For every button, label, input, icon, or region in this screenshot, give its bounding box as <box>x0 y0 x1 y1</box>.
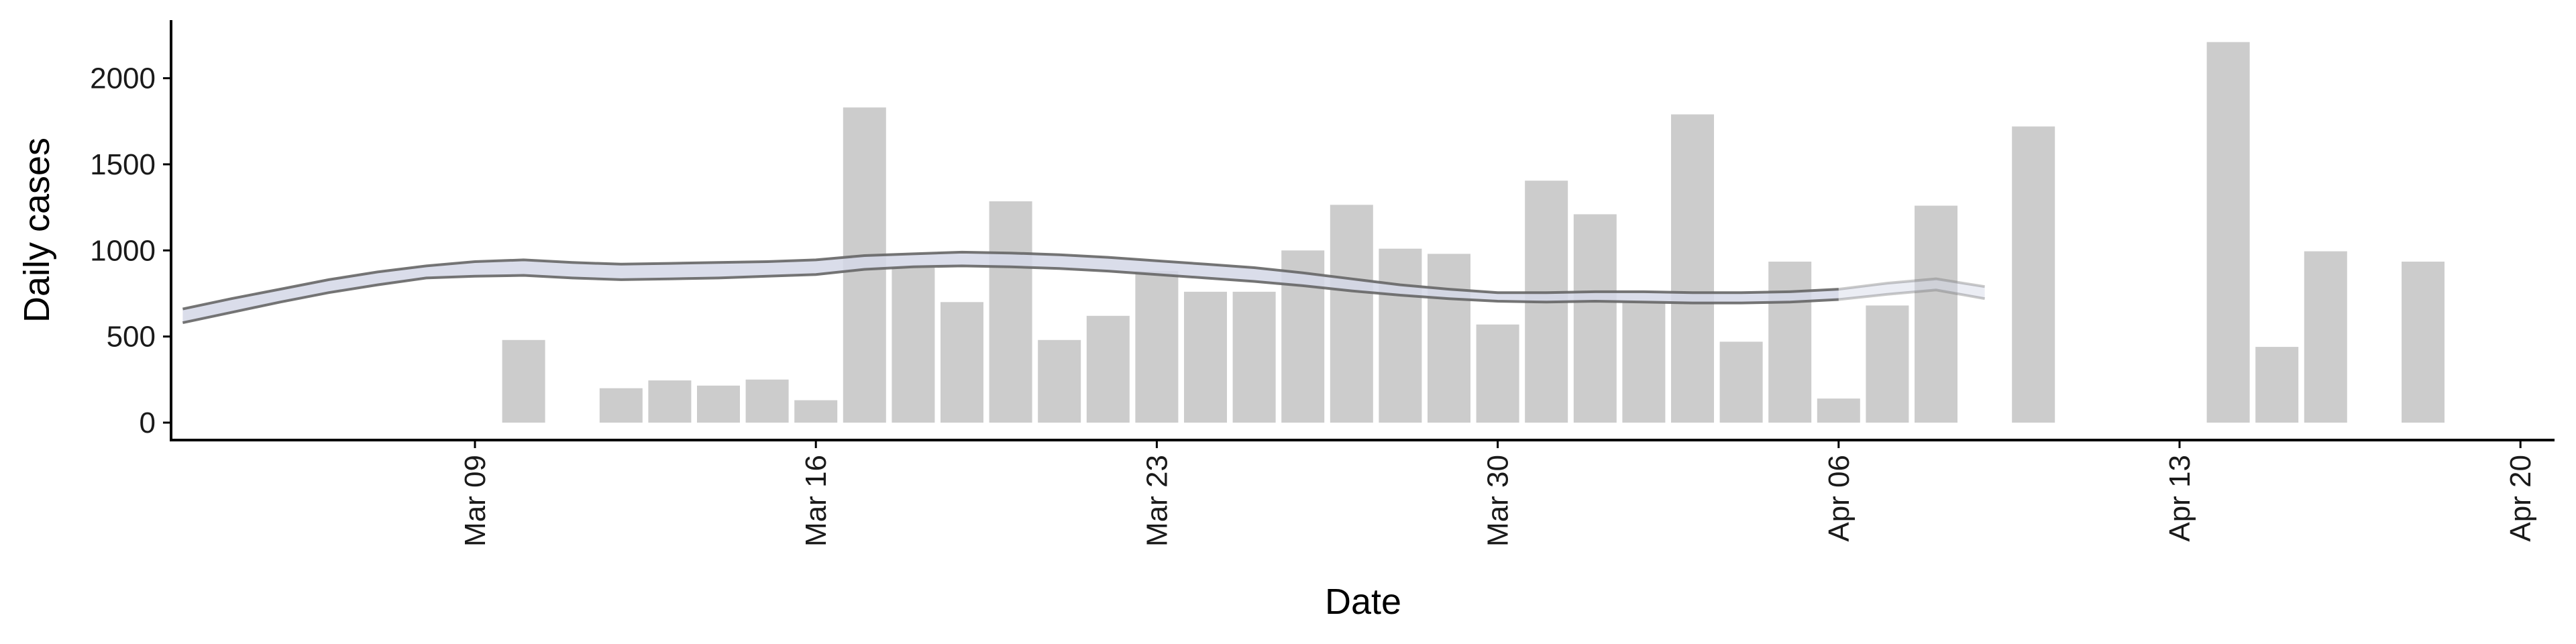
bar-2020-03-29 <box>1428 254 1470 423</box>
trend-lower-line-recent <box>1838 288 1985 301</box>
trend-upper-line <box>182 250 1839 311</box>
bar-2020-03-13 <box>648 380 692 423</box>
bar-2020-03-18 <box>892 268 935 423</box>
x-tick-label: Mar 09 <box>459 455 492 547</box>
bar-2020-04-14 <box>2206 42 2250 423</box>
bar-2020-04-04 <box>1719 341 1763 423</box>
bar-2020-04-06 <box>1817 398 1860 423</box>
y-tick-label: 1500 <box>90 148 156 181</box>
bar-2020-04-05 <box>1768 262 1812 423</box>
bar-2020-04-18 <box>2402 262 2445 423</box>
x-tick-label: Mar 30 <box>1482 455 1515 547</box>
trend-lower-line <box>182 264 1839 325</box>
bar-2020-03-15 <box>745 379 789 423</box>
bar-2020-04-08 <box>1915 205 1957 423</box>
trend-ribbon <box>182 252 1839 323</box>
trend-ribbon-layer <box>182 250 1985 325</box>
bar-2020-03-19 <box>941 302 983 423</box>
y-tick-label: 2000 <box>90 62 156 95</box>
y-tick-label: 0 <box>140 407 156 439</box>
x-tick-label: Apr 20 <box>2504 455 2537 542</box>
bar-2020-03-25 <box>1232 291 1276 423</box>
bar-2020-03-21 <box>1038 339 1081 423</box>
trend-ribbon-recent <box>1838 278 1985 300</box>
x-ticks-layer: Mar 09 Mar 16 Mar 23 Mar 30 Apr 06 Apr 13 Apr … <box>459 440 2537 547</box>
bar-2020-03-10 <box>502 339 545 423</box>
bar-2020-03-30 <box>1476 324 1519 423</box>
x-tick-label: Apr 13 <box>2163 455 2196 542</box>
bar-2020-04-07 <box>1866 305 1909 423</box>
bar-2020-03-28 <box>1379 248 1422 423</box>
trend-upper-line-recent <box>1838 277 1985 291</box>
bar-2020-03-12 <box>599 388 643 423</box>
y-axis-title: Daily cases <box>17 138 57 323</box>
bar-2020-04-03 <box>1671 114 1714 423</box>
x-tick-label: Mar 16 <box>800 455 833 547</box>
bar-2020-03-22 <box>1086 315 1130 423</box>
bar-2020-04-01 <box>1573 214 1617 423</box>
bar-2020-04-02 <box>1622 302 1666 423</box>
bar-2020-03-23 <box>1135 271 1179 423</box>
y-tick-label: 500 <box>107 321 156 354</box>
bar-2020-04-15 <box>2255 347 2299 423</box>
bar-2020-04-10 <box>2012 126 2055 423</box>
bar-2020-04-16 <box>2304 251 2347 423</box>
x-axis-title: Date <box>1325 582 1401 622</box>
x-tick-label: Apr 06 <box>1823 455 1856 542</box>
bar-2020-03-14 <box>697 385 740 423</box>
bar-2020-03-24 <box>1184 291 1227 423</box>
y-tick-label: 1000 <box>90 234 156 267</box>
bar-2020-03-16 <box>794 400 838 423</box>
bars-layer <box>502 42 2445 423</box>
bar-2020-03-20 <box>989 201 1032 423</box>
x-tick-label: Mar 23 <box>1140 455 1173 547</box>
bar-2020-03-27 <box>1330 205 1373 423</box>
axes-layer <box>170 20 2555 441</box>
y-ticks-layer: 0 500 1000 1500 2000 <box>90 62 171 439</box>
